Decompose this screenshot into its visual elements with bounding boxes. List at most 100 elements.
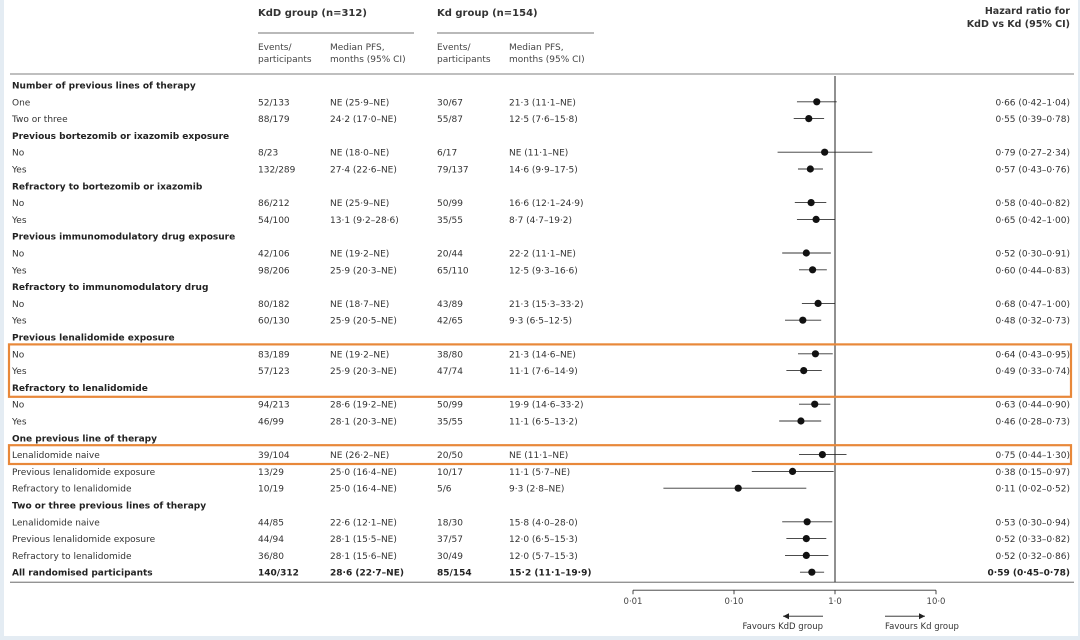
hazard-ratio-point [818, 451, 826, 459]
hazard-ratio-cell: 0·59 (0·45–0·78) [988, 569, 1070, 579]
kdd-events-cell: 80/182 [258, 300, 290, 310]
kdd-events-cell: 10/19 [258, 485, 284, 495]
kdd-events-cell: 60/130 [258, 317, 290, 327]
kd-events-cell: 30/67 [437, 98, 463, 108]
hazard-ratio-cell: 0·49 (0·33–0·74) [995, 367, 1070, 377]
subgroup-header: Refractory to lenalidomide [12, 384, 148, 394]
kdd-events-cell: 13/29 [258, 468, 284, 478]
row-label: No [12, 401, 25, 411]
kd-events-cell: 35/55 [437, 418, 463, 428]
hazard-ratio-cell: 0·63 (0·44–0·90) [995, 401, 1070, 411]
hazard-ratio-cell: 0·64 (0·43–0·95) [995, 350, 1070, 360]
kdd-events-cell: 52/133 [258, 98, 290, 108]
kd-median-pfs-cell: 14·6 (9·9–17·5) [509, 166, 578, 176]
subgroup-header: Previous lenalidomide exposure [12, 334, 175, 344]
kdd-events-cell: 42/106 [258, 250, 290, 260]
kd-events-cell: 55/87 [437, 115, 463, 125]
kd-events-cell: 5/6 [437, 485, 452, 495]
row-label: Previous lenalidomide exposure [12, 468, 156, 478]
hazard-ratio-point [788, 467, 797, 475]
x-tick-label: 0·01 [624, 597, 643, 607]
hazard-ratio-point [811, 400, 819, 408]
hazard-ratio-point [808, 266, 817, 274]
kd-median-pfs-cell: 15·2 (11·1–19·9) [509, 569, 591, 579]
kdd-events-cell: 57/123 [258, 367, 290, 377]
kdd-median-pfs-cell: 25·0 (16·4–NE) [330, 468, 397, 478]
kd-events-cell: 38/80 [437, 350, 463, 360]
subgroup-header: Refractory to immunomodulatory drug [12, 283, 208, 293]
subgroup-header: One previous line of therapy [12, 434, 157, 444]
kd-median-pfs-cell: 19·9 (14·6–33·2) [509, 401, 584, 411]
hazard-ratio-cell: 0·52 (0·32–0·86) [995, 552, 1070, 562]
favours-kd-arrowhead [919, 613, 925, 620]
row-label: No [12, 149, 25, 159]
row-label: Yes [11, 166, 27, 176]
kdd-events-cell: 140/312 [258, 569, 299, 579]
kd-events-cell: 50/99 [437, 199, 463, 209]
kdd-median-pfs-cell: 25·0 (16·4–NE) [330, 485, 397, 495]
hazard-ratio-cell: 0·53 (0·30–0·94) [995, 518, 1070, 528]
hazard-ratio-point [821, 148, 829, 156]
kd-events-label-1: Events/ [437, 43, 471, 53]
kd-median-pfs-cell: NE (11·1–NE) [509, 149, 568, 159]
kd-events-cell: 79/137 [437, 166, 469, 176]
kd-median-pfs-cell: 12·5 (7·6–15·8) [509, 115, 578, 125]
kd-events-cell: 35/55 [437, 216, 463, 226]
hr-header-1: Hazard ratio for [985, 6, 1070, 17]
hazard-ratio-point [814, 299, 822, 307]
x-axis: 0·01 0·10 1·0 10·0 Favours KdD group Favours … [624, 589, 959, 632]
kdd-median-pfs-cell: 28·6 (22·7–NE) [330, 569, 404, 579]
kdd-events-cell: 94/213 [258, 401, 290, 411]
kd-median-pfs-cell: 21·3 (11·1–NE) [509, 98, 576, 108]
kd-median-pfs-cell: 11·1 (7·6–14·9) [509, 367, 578, 377]
hazard-ratio-point [802, 249, 810, 257]
hazard-ratio-cell: 0·38 (0·15–0·97) [995, 468, 1070, 478]
row-label: One [12, 98, 31, 108]
hazard-ratio-point [807, 199, 815, 207]
kdd-events-cell: 86/212 [258, 199, 290, 209]
kd-median-pfs-cell: 22·2 (11·1–NE) [509, 250, 576, 260]
hazard-ratio-point [803, 518, 811, 526]
kd-median-pfs-cell: 8·7 (4·7–19·2) [509, 216, 572, 226]
row-label: No [12, 199, 25, 209]
row-label: No [12, 300, 25, 310]
favours-kdd-label: Favours KdD group [743, 622, 823, 632]
row-label: Previous lenalidomide exposure [12, 535, 156, 545]
kdd-events-cell: 36/80 [258, 552, 284, 562]
row-label: No [12, 250, 25, 260]
kdd-median-pfs-cell: NE (26·2–NE) [330, 451, 389, 461]
row-label: Refractory to lenalidomide [12, 552, 132, 562]
kdd-events-cell: 98/206 [258, 266, 290, 276]
favours-kd-label: Favours Kd group [885, 622, 959, 632]
kd-events-cell: 20/44 [437, 250, 463, 260]
kd-events-cell: 37/57 [437, 535, 463, 545]
hazard-ratio-point [811, 350, 820, 358]
kd-median-pfs-cell: 21·3 (14·6–NE) [509, 350, 576, 360]
kd-events-cell: 42/65 [437, 317, 463, 327]
highlight-box-one-line-refractory [7, 444, 1073, 466]
subgroup-header: Previous immunomodulatory drug exposure [12, 233, 235, 243]
kdd-pfs-label-1: Median PFS, [330, 43, 385, 53]
kdd-events-cell: 8/23 [258, 149, 278, 159]
kdd-median-pfs-cell: 28·1 (20·3–NE) [330, 418, 397, 428]
highlight-box-refractory-lenalidomide [7, 343, 1073, 398]
hazard-ratio-cell: 0·52 (0·30–0·91) [995, 250, 1070, 260]
overall-label: All randomised participants [12, 569, 153, 579]
kdd-events-cell: 44/94 [258, 535, 284, 545]
kdd-pfs-label-2: months (95% CI) [330, 55, 406, 65]
hazard-ratio-cell: 0·68 (0·47–1·00) [995, 300, 1070, 310]
subgroup-header: Refractory to bortezomib or ixazomib [12, 182, 203, 192]
kd-events-cell: 6/17 [437, 149, 457, 159]
kd-events-cell: 43/89 [437, 300, 463, 310]
forest-plot-card: KdD group (n=312) Kd group (n=154) Event… [4, 0, 1078, 636]
row-label: Two or three [11, 115, 68, 125]
kdd-events-cell: 39/104 [258, 451, 290, 461]
row-label: Yes [11, 317, 27, 327]
kdd-median-pfs-cell: 27·4 (22·6–NE) [330, 166, 397, 176]
kdd-median-pfs-cell: NE (19·2–NE) [330, 250, 389, 260]
hazard-ratio-cell: 0·48 (0·32–0·73) [995, 317, 1070, 327]
plot-area [663, 76, 873, 583]
kdd-median-pfs-cell: NE (18·7–NE) [330, 300, 389, 310]
kdd-median-pfs-cell: NE (18·0–NE) [330, 149, 389, 159]
kd-pfs-label-2: months (95% CI) [509, 55, 585, 65]
